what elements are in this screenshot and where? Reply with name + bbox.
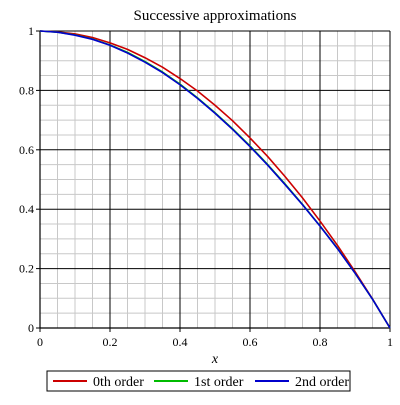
series-line-0th-order	[39, 30, 391, 329]
legend-box	[46, 370, 351, 392]
y-tick-label: 0.6	[19, 143, 34, 157]
y-tick-label: 1	[28, 24, 34, 38]
legend: 0th order 1st order 2nd order	[46, 370, 351, 392]
legend-label: 1st order	[194, 375, 244, 390]
y-tick-label: 0	[28, 321, 34, 335]
y-tick-label: 0.8	[19, 83, 34, 97]
axes: 0 0.2 0.4 0.6 0.8 1 0 0.2 0.4 0.6 0.8 1	[19, 24, 393, 349]
series-lines	[39, 30, 391, 329]
legend-label: 2nd order	[295, 375, 349, 390]
x-tick-label: 0.8	[313, 335, 328, 349]
grid	[40, 30, 391, 328]
x-tick-label: 1	[387, 335, 393, 349]
x-tick-label: 0.2	[103, 335, 118, 349]
y-tick-label: 0.4	[19, 202, 34, 216]
series-line-2nd-order	[39, 30, 391, 329]
legend-label: 0th order	[93, 375, 144, 390]
y-tick-label: 0.2	[19, 262, 34, 276]
chart-title: Successive approximations	[134, 8, 297, 24]
x-axis-label: x	[211, 352, 219, 367]
x-tick-label: 0.6	[243, 335, 258, 349]
x-tick-label: 0	[37, 335, 43, 349]
x-tick-label: 0.4	[173, 335, 188, 349]
